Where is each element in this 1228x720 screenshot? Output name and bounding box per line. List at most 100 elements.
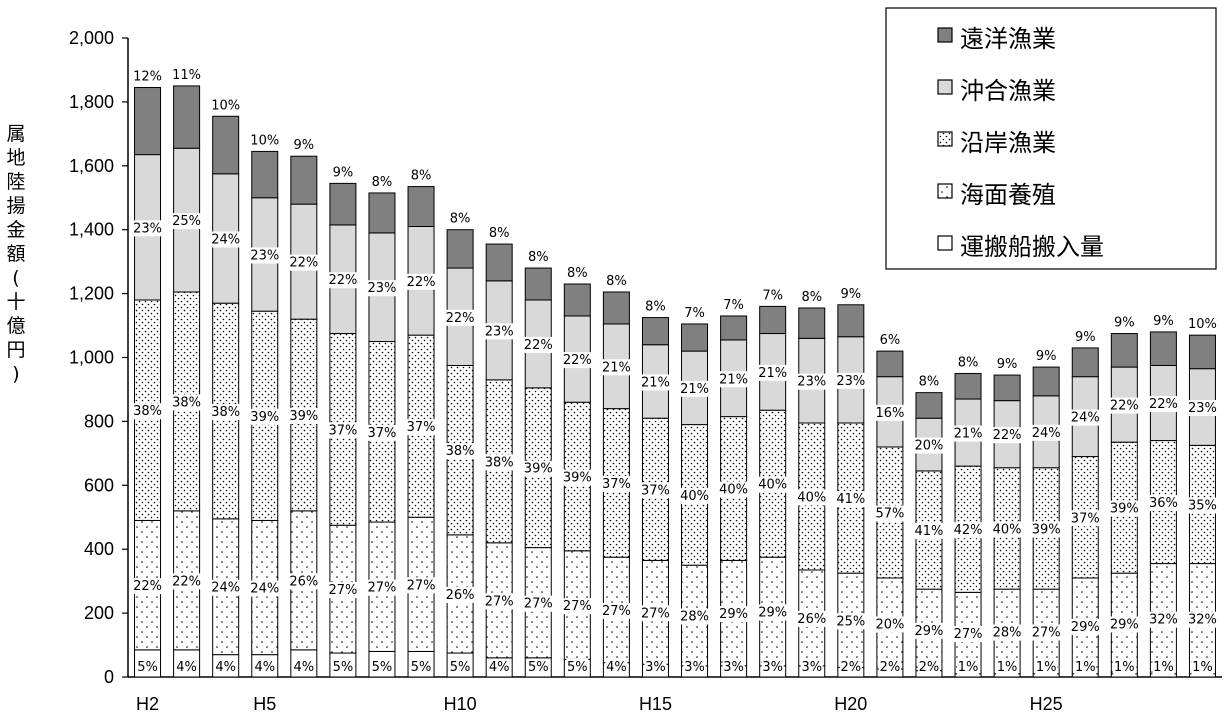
x-axis: H2 H5 H10 H15 H20 H25 (128, 676, 1222, 714)
percent-label: 40% (680, 489, 709, 504)
percent-label-bg (718, 371, 749, 388)
percent-label: 24% (250, 582, 279, 597)
percent-label-bg (796, 373, 827, 390)
bar-segment (954, 372, 982, 400)
percent-label: 40% (758, 478, 787, 493)
percent-label: 3% (684, 660, 705, 675)
percent-label: 22% (289, 256, 318, 271)
percent-label: 8% (606, 274, 627, 289)
percent-label: 38% (211, 405, 240, 420)
percent-label-bg (445, 443, 476, 460)
percent-label: 8% (489, 226, 510, 241)
percent-label-bg (601, 359, 632, 376)
percent-label-bg (1191, 659, 1214, 675)
percent-label: 8% (919, 375, 940, 390)
percent-label-bg (953, 522, 984, 539)
y-axis-label-char: 陸 (6, 171, 25, 193)
y-axis-label-char: 億 (6, 315, 25, 337)
percent-label: 5% (450, 660, 471, 675)
bar-segment (563, 283, 591, 317)
percent-label-bg (484, 323, 515, 340)
percent-label: 6% (880, 333, 901, 348)
y-tick-label: 1,400 (69, 220, 114, 240)
percent-label: 22% (133, 579, 162, 594)
percent-label-bg (210, 404, 241, 421)
percent-label-bg (249, 580, 280, 597)
bar-segment (407, 186, 435, 228)
percent-label: 20% (915, 439, 944, 454)
percent-label: 22% (1110, 399, 1139, 414)
percent-label-bg (757, 476, 788, 493)
percent-label: 39% (250, 410, 279, 425)
percent-label: 37% (328, 423, 357, 438)
percent-label: 4% (254, 660, 275, 675)
bar-segment (993, 374, 1021, 402)
percent-label: 9% (333, 165, 354, 180)
y-tick-label: 800 (84, 411, 114, 431)
percent-label-bg (835, 491, 866, 508)
percent-label-bg (488, 659, 511, 675)
percent-label: 26% (289, 574, 318, 589)
percent-label: 12% (133, 70, 162, 85)
legend-label: 運搬船搬入量 (960, 233, 1104, 261)
percent-label-bg (835, 372, 866, 389)
percent-label: 7% (684, 306, 705, 321)
percent-label-bg (171, 394, 202, 411)
percent-label: 41% (915, 524, 944, 539)
percent-label-bg (136, 659, 159, 675)
y-tick-label: 600 (84, 475, 114, 495)
percent-label-bg (996, 659, 1019, 675)
percent-label: 1% (1114, 660, 1135, 675)
y-axis-label-char: ( (12, 267, 19, 289)
percent-label-bg (679, 608, 710, 625)
percent-label: 39% (563, 471, 592, 486)
percent-label: 5% (137, 660, 158, 675)
percent-label-bg (835, 613, 866, 630)
percent-label: 29% (758, 606, 787, 621)
percent-labels: 5% 22% 38% 23% 12% 4% 22% 38% 25% 11% 4% 24% 38% 24% 1… (132, 68, 1218, 675)
percent-label: 10% (1188, 317, 1217, 332)
percent-label: 22% (172, 574, 201, 589)
bar-segment (212, 115, 240, 175)
y-axis-label-char: 地 (6, 147, 25, 169)
bar-segment (915, 392, 943, 419)
percent-label-bg (288, 254, 319, 271)
y-axis-label-char: 額 (6, 243, 25, 265)
legend-swatch (937, 79, 953, 95)
percent-label: 27% (407, 578, 436, 593)
percent-label-bg (1031, 424, 1062, 441)
percent-label: 25% (172, 214, 201, 229)
bar-segment (329, 182, 357, 226)
percent-label: 9% (1075, 330, 1096, 345)
percent-label-bg (722, 659, 745, 675)
percent-label-bg (253, 659, 276, 675)
percent-label: 2% (841, 660, 862, 675)
y-axis-label-char: 円 (6, 339, 25, 361)
percent-label: 22% (1149, 397, 1178, 412)
percent-label: 23% (250, 248, 279, 263)
percent-label: 36% (1149, 496, 1178, 511)
percent-label-bg (1031, 624, 1062, 641)
percent-label-bg (913, 523, 944, 540)
percent-label: 57% (875, 506, 904, 521)
percent-label: 27% (1032, 625, 1061, 640)
x-tick-label: H10 (444, 694, 477, 714)
percent-label: 24% (1032, 426, 1061, 441)
percent-label: 4% (489, 660, 510, 675)
legend-swatch (937, 131, 953, 147)
percent-label-bg (171, 573, 202, 590)
percent-label-bg (292, 659, 315, 675)
percent-label-bg (288, 573, 319, 590)
bar-segment (446, 229, 474, 269)
percent-label: 1% (1036, 660, 1057, 675)
y-tick-label: 2,000 (69, 28, 114, 48)
percent-label-bg (913, 437, 944, 454)
percent-label-bg (562, 352, 593, 369)
percent-label: 39% (524, 462, 553, 477)
bar-segment (720, 315, 748, 341)
percent-label-bg (796, 489, 827, 506)
percent-label: 26% (797, 612, 826, 627)
percent-label-bg (1109, 500, 1140, 517)
